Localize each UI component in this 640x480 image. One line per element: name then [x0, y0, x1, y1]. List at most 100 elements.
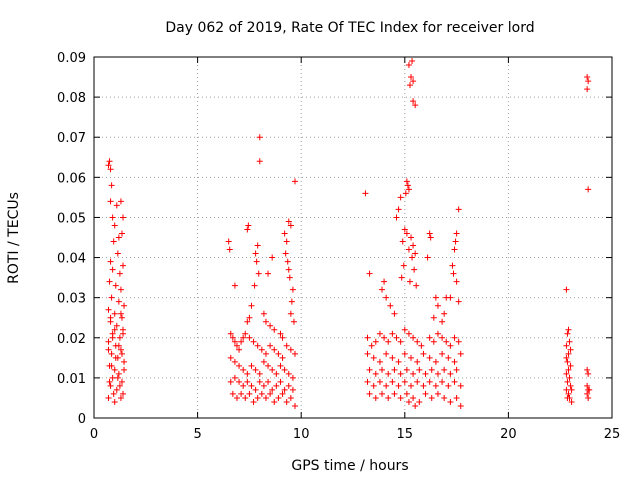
data-point: [422, 370, 429, 377]
data-point: [420, 382, 427, 389]
data-point: [248, 302, 255, 309]
data-point: [256, 158, 263, 165]
data-point: [420, 350, 427, 357]
data-point: [118, 230, 125, 237]
data-point: [107, 258, 114, 265]
y-tick-label: 0.06: [57, 171, 86, 186]
data-point: [116, 334, 123, 341]
x-tick-label: 0: [90, 427, 98, 442]
data-point: [120, 214, 127, 221]
data-point: [267, 342, 274, 349]
plot-frame: [93, 56, 613, 419]
data-point: [117, 310, 124, 317]
data-point: [289, 386, 296, 393]
data-point: [439, 378, 446, 385]
data-point: [412, 402, 419, 409]
y-axis-label: ROTI / TECUs: [6, 192, 22, 284]
data-point: [372, 370, 379, 377]
data-point: [291, 402, 298, 409]
data-point: [457, 350, 464, 357]
data-point: [457, 402, 464, 409]
data-point: [114, 374, 121, 381]
data-point: [112, 354, 119, 361]
y-tick-label: 0.08: [57, 91, 86, 106]
data-point: [389, 378, 396, 385]
data-point: [584, 86, 591, 93]
data-point: [244, 226, 251, 233]
data-point: [585, 186, 592, 193]
data-point: [277, 378, 284, 385]
data-point: [410, 394, 417, 401]
data-point: [283, 342, 290, 349]
data-point: [258, 390, 265, 397]
data-point: [568, 398, 575, 405]
data-point: [252, 366, 259, 373]
data-point: [366, 390, 373, 397]
data-point: [225, 238, 232, 245]
data-point: [265, 362, 272, 369]
axis-ticks: [93, 56, 613, 419]
data-point: [285, 370, 292, 377]
data-point: [389, 354, 396, 361]
data-point: [287, 310, 294, 317]
x-tick-label: 20: [500, 427, 517, 442]
data-point: [376, 378, 383, 385]
data-point: [455, 338, 462, 345]
data-point: [453, 278, 460, 285]
data-point: [240, 382, 247, 389]
data-point: [110, 390, 117, 397]
data-point: [242, 330, 249, 337]
data-point: [108, 182, 115, 189]
data-point: [376, 358, 383, 365]
data-point: [231, 374, 238, 381]
data-point: [269, 254, 276, 261]
data-point: [285, 218, 292, 225]
data-point: [111, 326, 118, 333]
data-point: [406, 82, 413, 89]
data-point: [565, 350, 572, 357]
data-point: [111, 398, 118, 405]
data-point: [370, 382, 377, 389]
data-point: [291, 178, 298, 185]
grid-lines: [94, 57, 612, 418]
data-point: [267, 390, 274, 397]
data-point: [430, 338, 437, 345]
data-point: [364, 334, 371, 341]
data-point: [379, 366, 386, 373]
data-point: [400, 262, 407, 269]
data-point: [397, 338, 404, 345]
data-point: [427, 234, 434, 241]
data-point: [231, 338, 238, 345]
data-point: [383, 382, 390, 389]
data-point: [256, 134, 263, 141]
data-point: [245, 222, 252, 229]
data-point: [105, 338, 112, 345]
data-point: [405, 62, 412, 69]
data-point: [109, 374, 116, 381]
data-point: [229, 390, 236, 397]
data-point: [428, 366, 435, 373]
data-point: [455, 298, 462, 305]
data-point: [370, 354, 377, 361]
data-point: [564, 394, 571, 401]
data-point: [227, 378, 234, 385]
data-point: [115, 234, 122, 241]
data-point: [366, 366, 373, 373]
data-point: [260, 358, 267, 365]
data-point: [403, 230, 410, 237]
data-point: [584, 74, 591, 81]
data-point: [584, 390, 591, 397]
data-point: [248, 362, 255, 369]
data-point: [445, 382, 452, 389]
data-point: [451, 378, 458, 385]
data-point: [391, 310, 398, 317]
data-point: [391, 390, 398, 397]
data-point: [255, 270, 262, 277]
data-point: [110, 238, 117, 245]
data-point: [410, 78, 417, 85]
data-point: [385, 338, 392, 345]
data-point: [116, 382, 123, 389]
data-point: [115, 342, 122, 349]
data-point: [287, 394, 294, 401]
data-point: [393, 214, 400, 221]
